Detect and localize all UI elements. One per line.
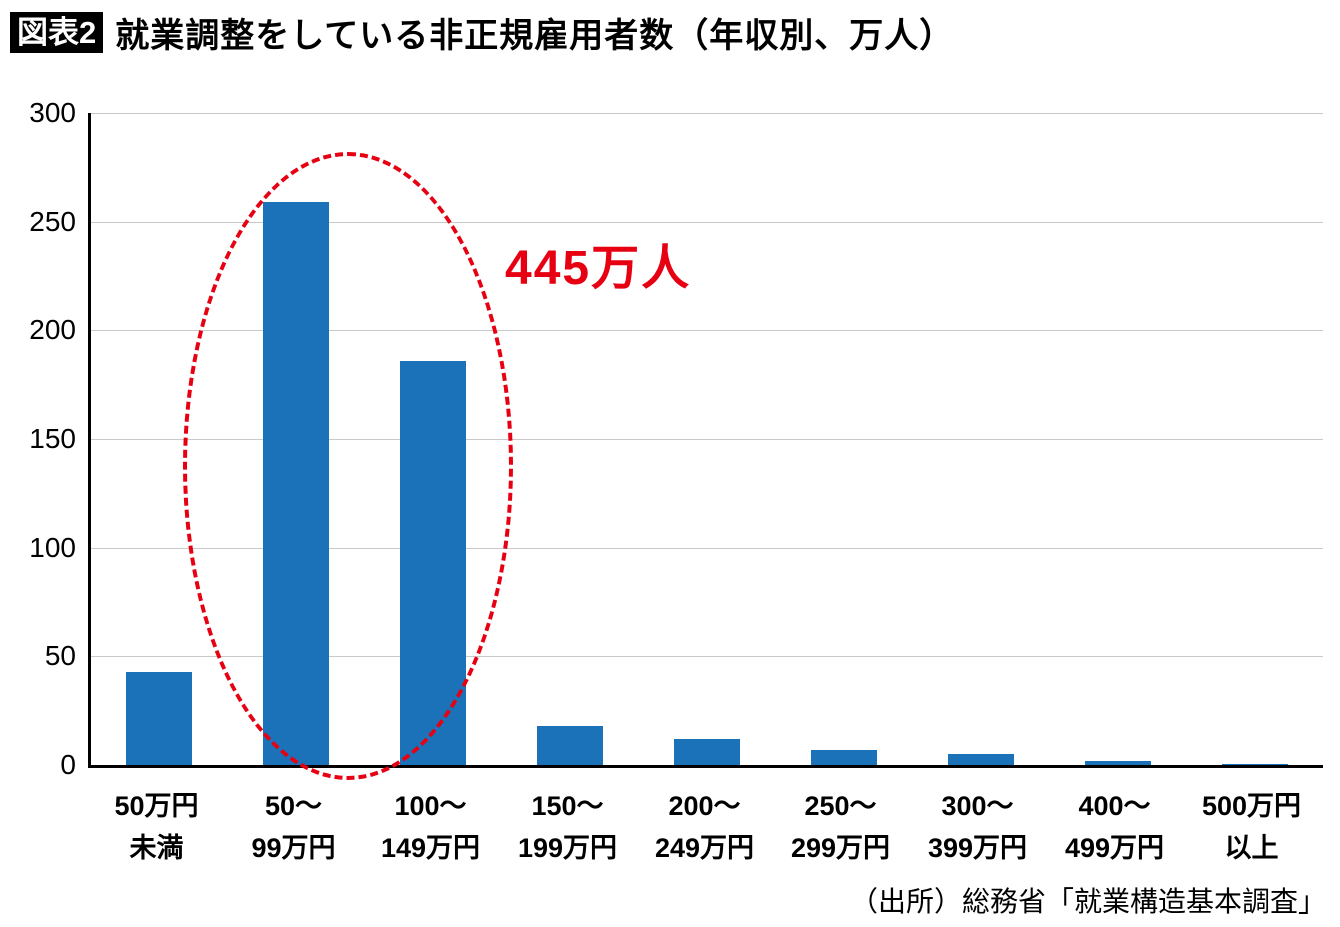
y-tick-label: 200 <box>29 314 76 346</box>
x-tick-label: 50万円未満 <box>88 786 225 870</box>
plot-area <box>88 113 1323 768</box>
x-tick-label-line: 400～ <box>1078 791 1151 821</box>
x-tick-label-line: 未満 <box>129 832 184 863</box>
x-tick-label-line: 149万円 <box>380 832 481 863</box>
x-tick-label-line: 300～ <box>941 791 1014 821</box>
x-tick-label-line: 99万円 <box>251 832 336 863</box>
x-tick-label-line: 150～ <box>531 791 604 821</box>
gridline <box>91 548 1323 549</box>
x-tick-label: 200～ 249万円 <box>636 786 773 870</box>
y-tick-label: 0 <box>60 749 76 780</box>
chart-header: 図表2 就業調整をしている非正規雇用者数（年収別、万人） <box>10 8 954 57</box>
annotation-total: 445万人 <box>505 242 692 295</box>
x-tick-label-line: 250～ <box>804 791 877 821</box>
gridline <box>91 439 1323 440</box>
figure-number-label: 図表2 <box>10 12 104 53</box>
bar-250～299万円 <box>811 750 877 765</box>
x-tick-label-line: 500万円 <box>1201 791 1302 821</box>
bar-100～149万円 <box>400 361 466 765</box>
y-tick-label: 100 <box>29 531 76 563</box>
x-tick-label-line: 200～ <box>668 791 741 821</box>
y-tick-label: 300 <box>29 97 76 128</box>
x-tick-label-line: 299万円 <box>790 832 891 863</box>
x-tick-label-line: 以上 <box>1224 832 1279 863</box>
x-tick-label-line: 199万円 <box>517 832 618 863</box>
gridline <box>91 656 1323 657</box>
x-tick-label: 300～ 399万円 <box>909 786 1046 870</box>
bar-50万円未満 <box>126 672 192 765</box>
x-tick-label-line: 50万円 <box>114 791 199 821</box>
x-tick-label: 500万円以上 <box>1183 786 1320 870</box>
gridline <box>91 330 1323 331</box>
bar-300～399万円 <box>948 754 1014 765</box>
gridline <box>91 113 1323 114</box>
y-tick-label: 150 <box>29 423 76 454</box>
source-note: （出所）総務省「就業構造基本調査」 <box>849 886 1326 917</box>
x-tick-label-line: 249万円 <box>654 832 755 863</box>
gridline <box>91 222 1323 223</box>
x-tick-label: 150～ 199万円 <box>499 786 636 870</box>
bar-200～249万円 <box>674 739 740 765</box>
y-tick-label: 50 <box>44 640 76 672</box>
bar-500万円以上 <box>1222 764 1288 765</box>
x-tick-label-line: 399万円 <box>927 832 1028 863</box>
x-tick-label: 400～ 499万円 <box>1046 786 1183 870</box>
x-tick-label: 50～ 99万円 <box>225 786 362 870</box>
x-tick-label-line: 499万円 <box>1064 832 1165 863</box>
bar-150～199万円 <box>537 726 603 765</box>
bar-50～99万円 <box>263 202 329 765</box>
y-tick-label: 250 <box>29 205 76 237</box>
x-tick-label: 100～ 149万円 <box>362 786 499 870</box>
x-tick-label-line: 100～ <box>394 791 467 821</box>
x-tick-label-line: 50～ <box>264 791 323 821</box>
bar-400～499万円 <box>1085 761 1151 765</box>
chart-title: 就業調整をしている非正規雇用者数（年収別、万人） <box>115 17 955 55</box>
x-tick-label: 250～ 299万円 <box>772 786 909 870</box>
